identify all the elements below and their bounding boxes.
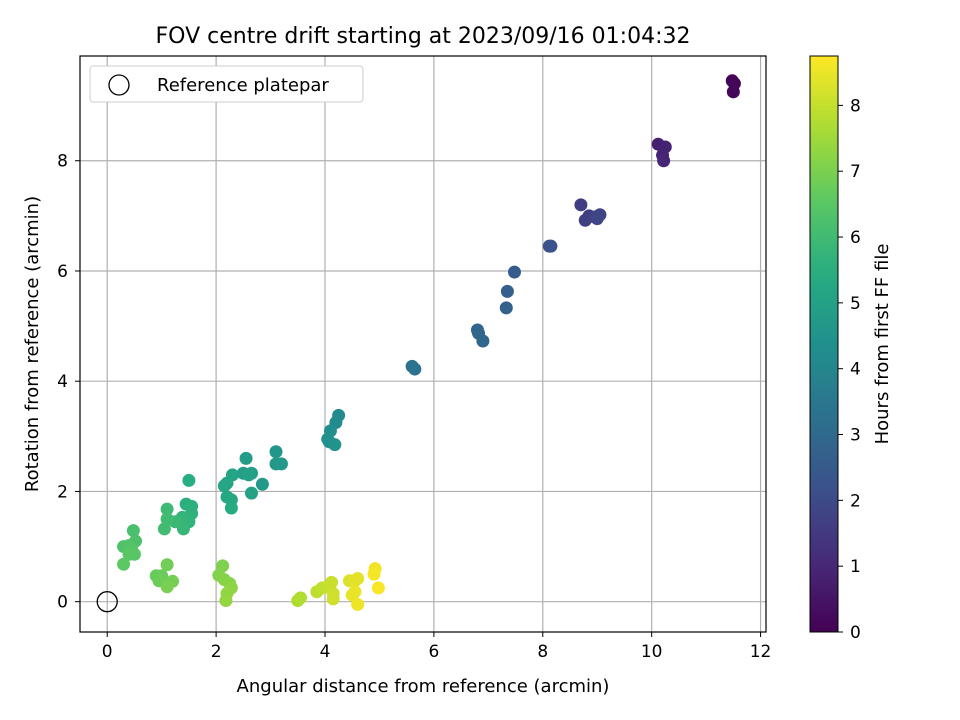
scatter-point xyxy=(371,581,385,595)
scatter-point xyxy=(574,198,588,212)
chart-title: FOV centre drift starting at 2023/09/16 … xyxy=(156,24,691,49)
scatter-point xyxy=(224,501,238,515)
scatter-point xyxy=(117,557,131,571)
colorbar-gradient xyxy=(809,55,839,633)
x-axis: 0 2 4 6 8 10 12 xyxy=(102,632,772,662)
scatter-point xyxy=(269,445,283,459)
scatter-point xyxy=(239,451,253,465)
scatter-point xyxy=(328,438,342,452)
colorbar-ticks: 0 1 2 3 4 5 6 7 8 xyxy=(838,96,861,643)
legend: Reference platepar xyxy=(89,65,364,103)
y-tick-label: 4 xyxy=(57,372,68,392)
x-axis-label: Angular distance from reference (arcmin) xyxy=(237,676,610,697)
colorbar-tick-label: 8 xyxy=(850,96,861,116)
legend-entry-label: Reference platepar xyxy=(157,75,329,96)
y-axis: 0 2 4 6 8 xyxy=(57,152,80,613)
x-tick-label: 10 xyxy=(641,642,663,662)
scatter-point xyxy=(726,85,740,99)
x-tick-label: 8 xyxy=(537,642,548,662)
scatter-point xyxy=(160,512,174,526)
y-tick-label: 0 xyxy=(57,593,68,613)
reference-point xyxy=(96,591,118,613)
x-tick-label: 4 xyxy=(320,642,331,662)
scatter-point xyxy=(122,547,136,561)
scatter-point xyxy=(351,572,365,586)
y-axis-label: Rotation from reference (arcmin) xyxy=(22,196,43,492)
scatter-point xyxy=(217,479,231,493)
scatter-point xyxy=(544,239,558,253)
colorbar-tick-label: 1 xyxy=(850,557,861,577)
colorbar-tick-label: 6 xyxy=(850,228,861,248)
scatter-point xyxy=(160,558,174,572)
scatter-point xyxy=(255,477,269,491)
scatter-point xyxy=(348,585,362,599)
scatter-point xyxy=(294,591,307,605)
scatter-point xyxy=(245,486,258,500)
scatter-point xyxy=(408,362,422,376)
scatter-point xyxy=(160,502,174,516)
scatter-point xyxy=(476,334,490,348)
colorbar-tick-label: 2 xyxy=(850,491,861,511)
x-tick-label: 0 xyxy=(102,642,113,662)
y-tick-label: 6 xyxy=(57,262,68,282)
scatter-point xyxy=(657,154,671,168)
scatter-point xyxy=(499,301,513,315)
scatter-point xyxy=(325,575,339,589)
colorbar-tick-label: 3 xyxy=(850,426,861,446)
scatter-point xyxy=(160,580,174,594)
scatter-point xyxy=(500,284,514,298)
scatter-point xyxy=(182,473,196,487)
colorbar-tick-label: 7 xyxy=(850,162,861,182)
scatter-point xyxy=(590,212,604,226)
colorbar-tick-label: 5 xyxy=(850,294,861,314)
y-tick-label: 8 xyxy=(57,152,68,172)
plot-frame xyxy=(79,55,767,633)
grid-lines xyxy=(80,56,766,632)
plot-area xyxy=(79,55,767,633)
scatter-point xyxy=(351,597,365,611)
x-tick-label: 6 xyxy=(428,642,439,662)
x-tick-label: 2 xyxy=(211,642,222,662)
scatter-point xyxy=(507,265,521,279)
scatter-point xyxy=(219,594,233,608)
legend-hollow-circle-icon xyxy=(108,74,130,96)
colorbar-label: Hours from first FF file xyxy=(872,244,893,445)
x-tick-label: 12 xyxy=(750,642,772,662)
y-tick-label: 2 xyxy=(57,482,68,502)
colorbar-tick-label: 0 xyxy=(850,623,861,643)
colorbar-tick-label: 4 xyxy=(850,360,861,380)
scatter-points xyxy=(117,74,741,611)
scatter-point xyxy=(326,592,340,606)
scatter-point xyxy=(242,468,256,482)
scatter-point xyxy=(274,457,288,471)
scatter-point xyxy=(126,524,140,538)
colorbar: 0 1 2 3 4 5 6 7 8 Hours from first FF file xyxy=(809,55,893,643)
legend-box xyxy=(89,65,364,103)
reference-platepar-marker xyxy=(96,591,118,613)
scatter-point xyxy=(157,522,171,536)
scatter-point xyxy=(367,567,381,581)
